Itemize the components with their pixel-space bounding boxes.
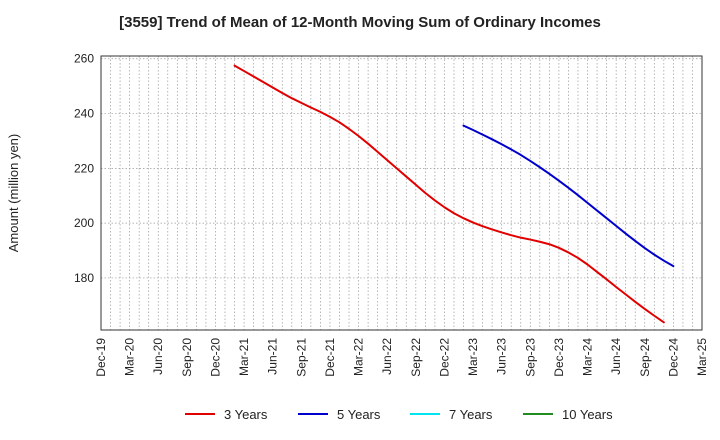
x-tick-label: Sep-23 bbox=[523, 338, 537, 377]
x-tick-label: Mar-24 bbox=[581, 338, 595, 376]
y-axis-label: Amount (million yen) bbox=[6, 134, 21, 253]
x-tick-label: Sep-24 bbox=[638, 338, 652, 377]
y-axis: 180 200 220 240 260 bbox=[74, 52, 94, 285]
x-tick-label: Jun-22 bbox=[380, 338, 394, 375]
x-tick-label: Mar-21 bbox=[237, 338, 251, 376]
y-tick-label: 260 bbox=[74, 52, 94, 66]
x-tick-label: Dec-19 bbox=[94, 338, 108, 377]
x-tick-label: Dec-22 bbox=[437, 338, 451, 377]
x-tick-label: Mar-20 bbox=[123, 338, 137, 376]
x-tick-label: Dec-23 bbox=[552, 338, 566, 377]
y-tick-label: 200 bbox=[74, 216, 94, 230]
x-tick-label: Mar-22 bbox=[352, 338, 366, 376]
grid bbox=[100, 56, 703, 330]
x-tick-label: Sep-21 bbox=[294, 338, 308, 377]
series-layer bbox=[233, 64, 675, 324]
series-line-3-years bbox=[233, 64, 665, 324]
x-tick-label: Dec-24 bbox=[666, 338, 680, 377]
x-tick-label: Mar-25 bbox=[695, 338, 709, 376]
legend: 3 Years 5 Years 7 Years 10 Years bbox=[185, 407, 613, 422]
y-tick-label: 240 bbox=[74, 107, 94, 121]
legend-label-7-years: 7 Years bbox=[449, 407, 493, 422]
x-tick-label: Mar-23 bbox=[466, 338, 480, 376]
legend-label-10-years: 10 Years bbox=[562, 407, 613, 422]
series-line-5-years bbox=[462, 124, 675, 268]
x-tick-label: Jun-20 bbox=[151, 338, 165, 375]
x-tick-label: Jun-23 bbox=[495, 338, 509, 375]
x-tick-label: Dec-21 bbox=[323, 338, 337, 377]
legend-label-3-years: 3 Years bbox=[224, 407, 268, 422]
x-axis: Dec-19 Mar-20 Jun-20 Sep-20 Dec-20 Mar-21 Jun-… bbox=[94, 338, 709, 377]
x-tick-label: Sep-20 bbox=[180, 338, 194, 377]
plot-area bbox=[100, 55, 703, 331]
x-tick-label: Sep-22 bbox=[409, 338, 423, 377]
y-tick-label: 220 bbox=[74, 161, 94, 175]
x-tick-label: Jun-24 bbox=[609, 338, 623, 375]
y-tick-label: 180 bbox=[74, 271, 94, 285]
chart-title: [3559] Trend of Mean of 12-Month Moving … bbox=[119, 14, 601, 31]
legend-label-5-years: 5 Years bbox=[337, 407, 381, 422]
x-tick-label: Jun-21 bbox=[266, 338, 280, 375]
x-tick-label: Dec-20 bbox=[208, 338, 222, 377]
